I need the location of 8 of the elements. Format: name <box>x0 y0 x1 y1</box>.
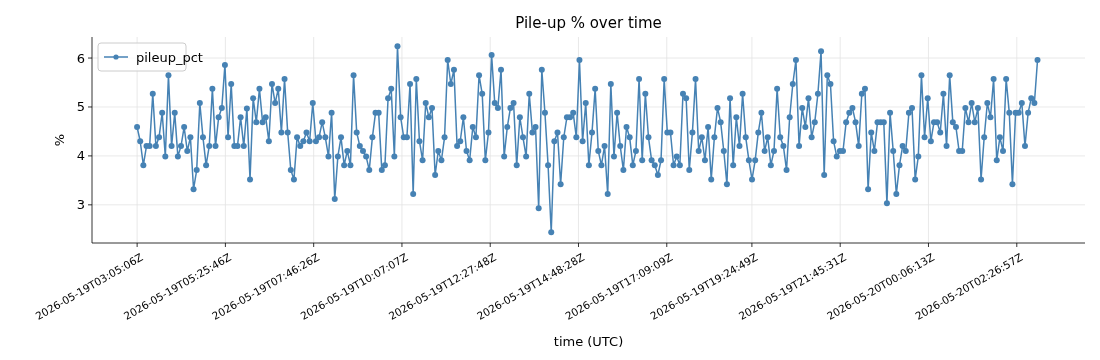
chart-title: Pile-up % over time <box>515 14 662 32</box>
y-tick-label: 4 <box>76 148 85 164</box>
legend-label: pileup_pct <box>136 49 203 65</box>
y-tick-label: 6 <box>76 50 85 66</box>
y-axis-title: % <box>52 133 67 147</box>
y-tick-label: 3 <box>76 197 85 213</box>
x-axis-title: time (UTC) <box>553 334 624 349</box>
y-tick-label: 5 <box>76 99 85 115</box>
